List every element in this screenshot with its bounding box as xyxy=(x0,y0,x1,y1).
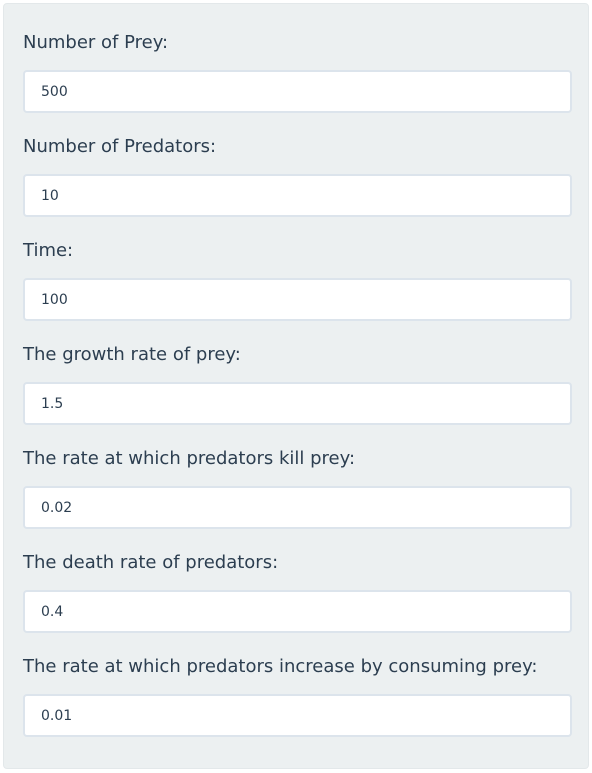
predation-rate-input[interactable] xyxy=(23,486,572,529)
prey-count-input[interactable] xyxy=(23,70,572,113)
predation-rate-label: The rate at which predators kill prey: xyxy=(23,448,356,469)
prey-growth-rate-group: The growth rate of prey: xyxy=(23,344,572,425)
time-input[interactable] xyxy=(23,278,572,321)
predator-count-input[interactable] xyxy=(23,174,572,217)
prey-growth-rate-input[interactable] xyxy=(23,382,572,425)
time-label: Time: xyxy=(23,240,74,261)
predator-death-rate-input[interactable] xyxy=(23,590,572,633)
predator-count-label: Number of Predators: xyxy=(23,136,217,157)
predator-count-group: Number of Predators: xyxy=(23,136,572,217)
predator-growth-rate-input[interactable] xyxy=(23,694,572,737)
time-group: Time: xyxy=(23,240,572,321)
predation-rate-group: The rate at which predators kill prey: xyxy=(23,448,572,529)
predator-growth-rate-group: The rate at which predators increase by … xyxy=(23,656,572,737)
predator-death-rate-group: The death rate of predators: xyxy=(23,552,572,633)
prey-count-label: Number of Prey: xyxy=(23,32,169,53)
prey-growth-rate-label: The growth rate of prey: xyxy=(23,344,241,365)
parameters-panel: Number of Prey: Number of Predators: Tim… xyxy=(3,3,589,769)
predator-growth-rate-label: The rate at which predators increase by … xyxy=(23,656,538,677)
prey-count-group: Number of Prey: xyxy=(23,32,572,113)
predator-death-rate-label: The death rate of predators: xyxy=(23,552,279,573)
